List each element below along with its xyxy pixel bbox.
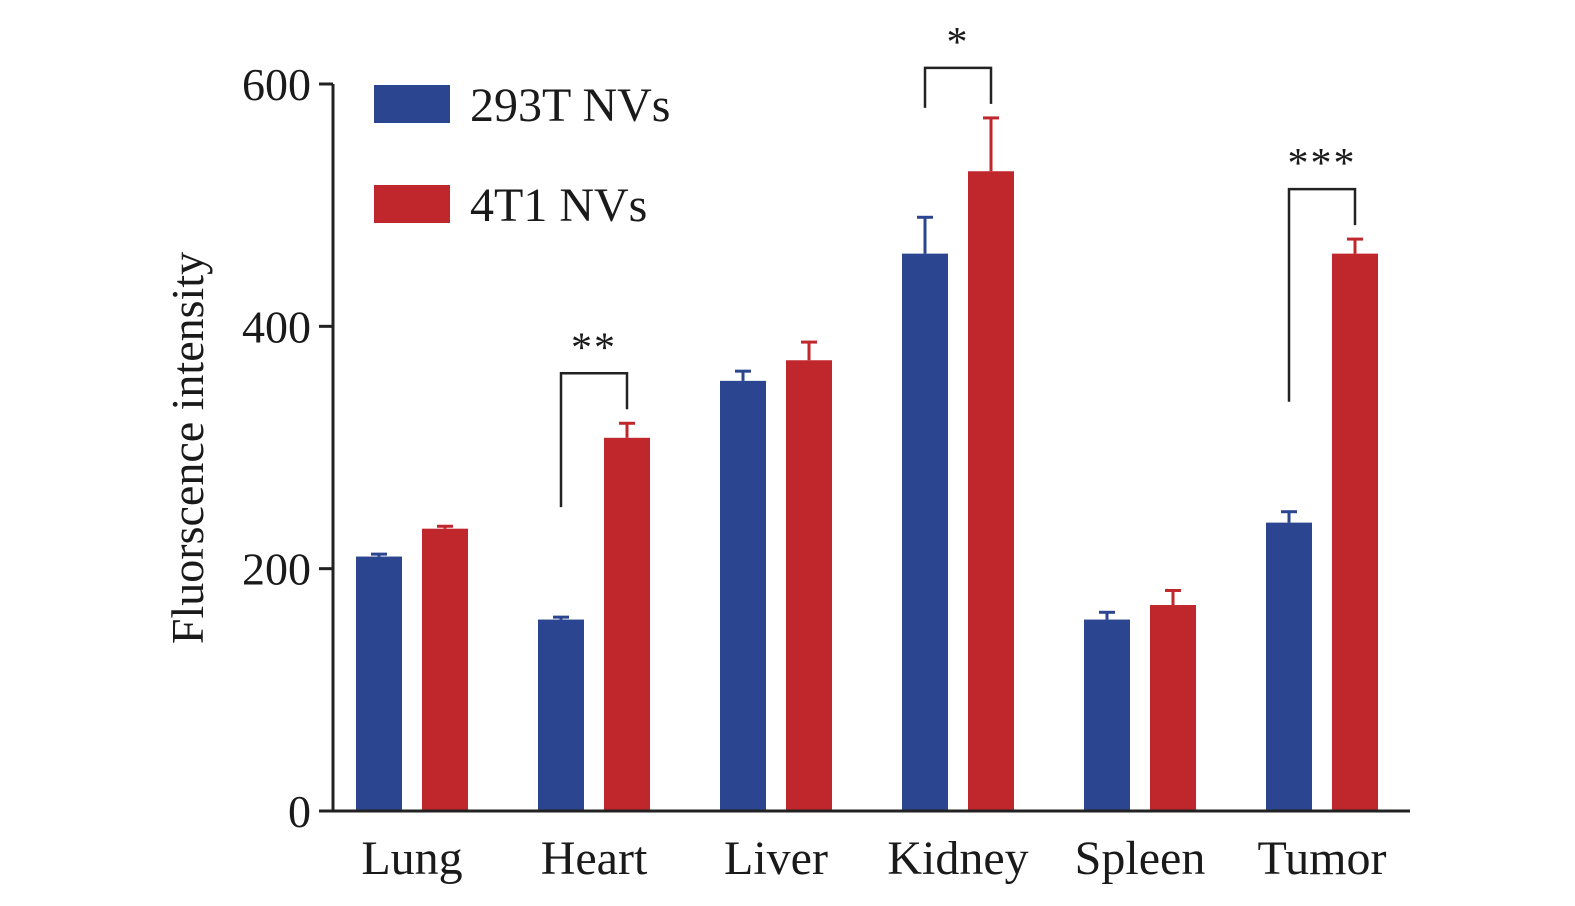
x-tick-label-kidney: Kidney bbox=[887, 832, 1028, 885]
bar-4t1-nvs-lung bbox=[422, 528, 468, 811]
legend: 293T NVs 4T1 NVs bbox=[374, 79, 670, 232]
legend-swatch-1 bbox=[374, 185, 450, 223]
y-tick-label: 400 bbox=[242, 301, 311, 352]
significance-bracket-tumor bbox=[1287, 187, 1357, 402]
y-axis-title: Fluorscence intensity bbox=[162, 252, 213, 644]
significance-label-tumor: *** bbox=[1288, 141, 1357, 187]
legend-swatch-0 bbox=[374, 85, 450, 123]
bar-293t-nvs-tumor bbox=[1266, 522, 1312, 811]
bar-293t-nvs-lung bbox=[356, 556, 402, 811]
bar-293t-nvs-heart bbox=[538, 619, 584, 811]
x-tick-label-liver: Liver bbox=[724, 832, 828, 885]
y-tick-label: 200 bbox=[242, 544, 311, 595]
legend-label-1: 4T1 NVs bbox=[470, 179, 647, 232]
significance-label-heart: ** bbox=[571, 325, 617, 371]
significance-annotations: ****** bbox=[559, 20, 1357, 508]
bar-4t1-nvs-spleen bbox=[1150, 605, 1196, 811]
x-tick-label-tumor: Tumor bbox=[1258, 832, 1387, 885]
y-tick-label: 0 bbox=[288, 786, 311, 837]
significance-bracket-heart bbox=[559, 372, 629, 508]
axes: 0 200 400 600 Lung Heart Liver Kidney Spleen Tumo… bbox=[162, 59, 1410, 885]
y-tick-label: 600 bbox=[242, 59, 311, 110]
legend-label-0: 293T NVs bbox=[470, 79, 670, 132]
error-bars bbox=[371, 116, 1363, 620]
bar-4t1-nvs-kidney bbox=[968, 171, 1014, 812]
bar-4t1-nvs-heart bbox=[604, 437, 650, 811]
bar-293t-nvs-kidney bbox=[902, 253, 948, 812]
significance-label-kidney: * bbox=[947, 20, 970, 66]
bar-4t1-nvs-tumor bbox=[1332, 253, 1378, 812]
x-tick-label-heart: Heart bbox=[541, 832, 648, 885]
bars bbox=[356, 171, 1378, 812]
x-tick-label-spleen: Spleen bbox=[1075, 832, 1206, 885]
x-tick-label-lung: Lung bbox=[361, 832, 462, 885]
significance-bracket-kidney bbox=[923, 66, 993, 108]
bar-293t-nvs-liver bbox=[720, 380, 766, 811]
bar-4t1-nvs-liver bbox=[786, 360, 832, 811]
bar-293t-nvs-spleen bbox=[1084, 619, 1130, 811]
